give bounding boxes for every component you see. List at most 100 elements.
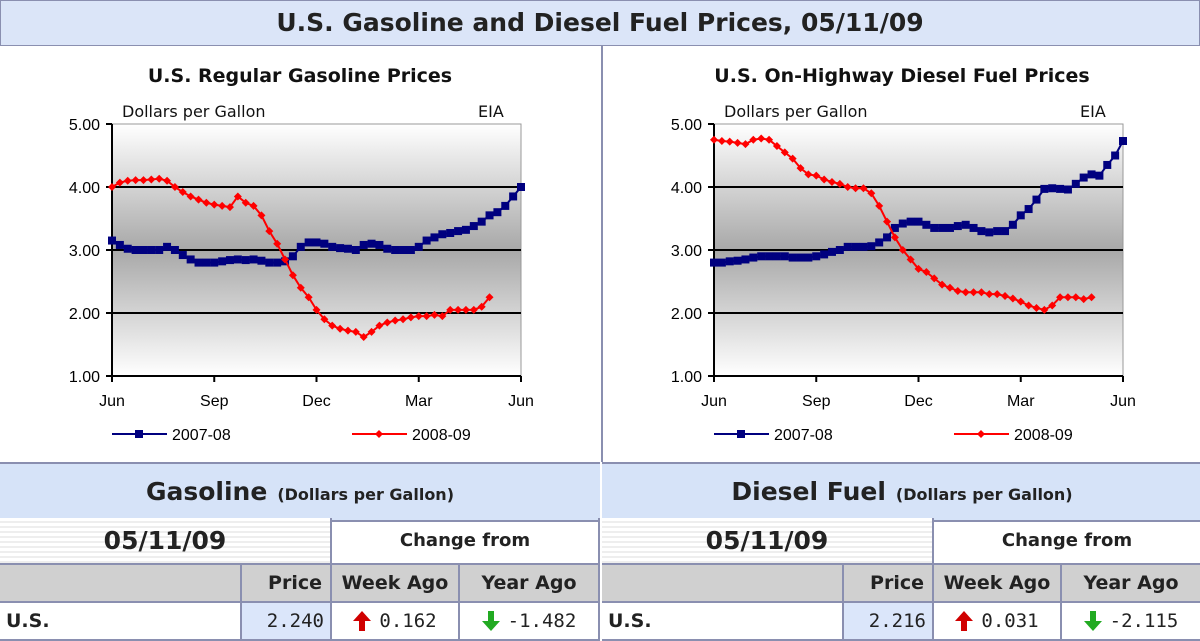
data-point bbox=[477, 217, 486, 226]
data-point bbox=[890, 223, 899, 232]
data-point bbox=[906, 255, 915, 264]
data-point bbox=[202, 258, 211, 267]
date-cell: 05/11/09 bbox=[602, 518, 934, 565]
price-header: Price bbox=[844, 565, 934, 603]
data-point bbox=[477, 302, 486, 311]
y-tick-label: 1.00 bbox=[671, 369, 702, 386]
data-point bbox=[422, 236, 431, 245]
data-point bbox=[1056, 293, 1065, 302]
x-tick-label: Jun bbox=[1110, 393, 1136, 410]
year-ago-header: Year Ago bbox=[1062, 565, 1200, 603]
data-point bbox=[304, 293, 313, 302]
data-point bbox=[383, 244, 392, 253]
data-point bbox=[241, 198, 250, 207]
data-point bbox=[859, 184, 868, 193]
data-point bbox=[170, 183, 179, 191]
legend-marker bbox=[135, 430, 143, 438]
data-point bbox=[1071, 179, 1080, 188]
data-point bbox=[717, 137, 726, 146]
data-point bbox=[367, 327, 376, 336]
data-point bbox=[257, 256, 266, 265]
data-point bbox=[273, 258, 282, 267]
price-value: 2.240 bbox=[242, 603, 332, 641]
data-point bbox=[288, 252, 297, 261]
data-point bbox=[749, 135, 758, 144]
legend-label: 2007-08 bbox=[774, 427, 833, 444]
price-value: 2.216 bbox=[844, 603, 934, 641]
data-point bbox=[108, 183, 116, 191]
diesel-chart: U.S. On-Highway Diesel Fuel Prices Dolla… bbox=[602, 45, 1200, 462]
data-point bbox=[249, 201, 258, 210]
x-tick-label: Jun bbox=[99, 393, 125, 410]
plot: 5.00 4.00 3.00 2.00 1.00 Jun Sep Dec Mar Jun 2007-… bbox=[671, 117, 1136, 444]
data-point bbox=[399, 315, 408, 324]
data-point bbox=[336, 324, 345, 333]
legend-label: 2007-08 bbox=[172, 427, 231, 444]
data-point bbox=[827, 247, 836, 256]
data-point bbox=[155, 174, 164, 183]
data-point bbox=[501, 201, 510, 210]
data-point bbox=[780, 252, 789, 261]
data-point bbox=[725, 137, 734, 146]
data-point bbox=[233, 255, 242, 264]
data-point bbox=[328, 321, 337, 330]
data-point bbox=[438, 312, 447, 321]
data-point bbox=[485, 293, 494, 302]
week-ago-value: 0.162 bbox=[379, 610, 437, 632]
data-point bbox=[1016, 297, 1025, 306]
data-point bbox=[312, 305, 321, 314]
data-point bbox=[336, 244, 345, 253]
week-ago-header: Week Ago bbox=[332, 565, 460, 603]
data-point bbox=[812, 252, 821, 261]
data-point bbox=[780, 148, 789, 157]
source-label: EIA bbox=[478, 102, 504, 121]
week-ago-cell: 0.031 bbox=[934, 603, 1062, 641]
date-cell: 05/11/09 bbox=[0, 518, 332, 565]
data-point bbox=[218, 201, 227, 210]
data-point bbox=[733, 256, 742, 265]
data-point bbox=[430, 310, 439, 319]
data-point bbox=[210, 200, 219, 209]
data-point bbox=[757, 252, 766, 261]
legend-marker bbox=[977, 430, 985, 438]
y-tick-label: 3.00 bbox=[671, 243, 702, 260]
data-point bbox=[922, 220, 931, 229]
data-point bbox=[296, 242, 305, 251]
data-point bbox=[725, 257, 734, 266]
section-heading: Diesel Fuel bbox=[731, 477, 886, 506]
section-unit: (Dollars per Gallon) bbox=[277, 485, 455, 504]
data-point bbox=[1048, 301, 1057, 310]
data-point bbox=[1095, 171, 1104, 180]
data-point bbox=[147, 246, 156, 254]
change-from-header: Change from bbox=[934, 518, 1200, 565]
y-tick-label: 4.00 bbox=[671, 180, 702, 197]
data-point bbox=[898, 219, 907, 228]
data-point bbox=[804, 253, 813, 262]
data-point bbox=[454, 305, 463, 314]
data-point bbox=[509, 192, 518, 201]
data-point bbox=[241, 256, 250, 265]
data-point bbox=[414, 312, 423, 321]
data-point bbox=[867, 242, 876, 251]
data-point bbox=[788, 154, 797, 163]
week-ago-cell: 0.162 bbox=[332, 603, 460, 641]
data-point bbox=[843, 242, 852, 251]
data-point bbox=[977, 288, 986, 297]
data-point bbox=[977, 227, 986, 236]
data-point bbox=[1087, 293, 1096, 302]
data-point bbox=[953, 286, 962, 295]
data-point bbox=[953, 222, 962, 231]
legend-label: 2008-09 bbox=[1014, 427, 1073, 444]
data-point bbox=[359, 332, 368, 341]
arrow-down-icon bbox=[1083, 611, 1102, 631]
data-point bbox=[772, 142, 781, 151]
y-tick-label: 5.00 bbox=[69, 117, 100, 134]
year-ago-header: Year Ago bbox=[460, 565, 600, 603]
data-point bbox=[883, 217, 892, 226]
data-point bbox=[835, 179, 844, 188]
data-point bbox=[115, 178, 124, 187]
blank-header bbox=[602, 565, 844, 603]
data-point bbox=[202, 198, 211, 207]
data-point bbox=[883, 233, 892, 242]
blank-header bbox=[0, 565, 242, 603]
